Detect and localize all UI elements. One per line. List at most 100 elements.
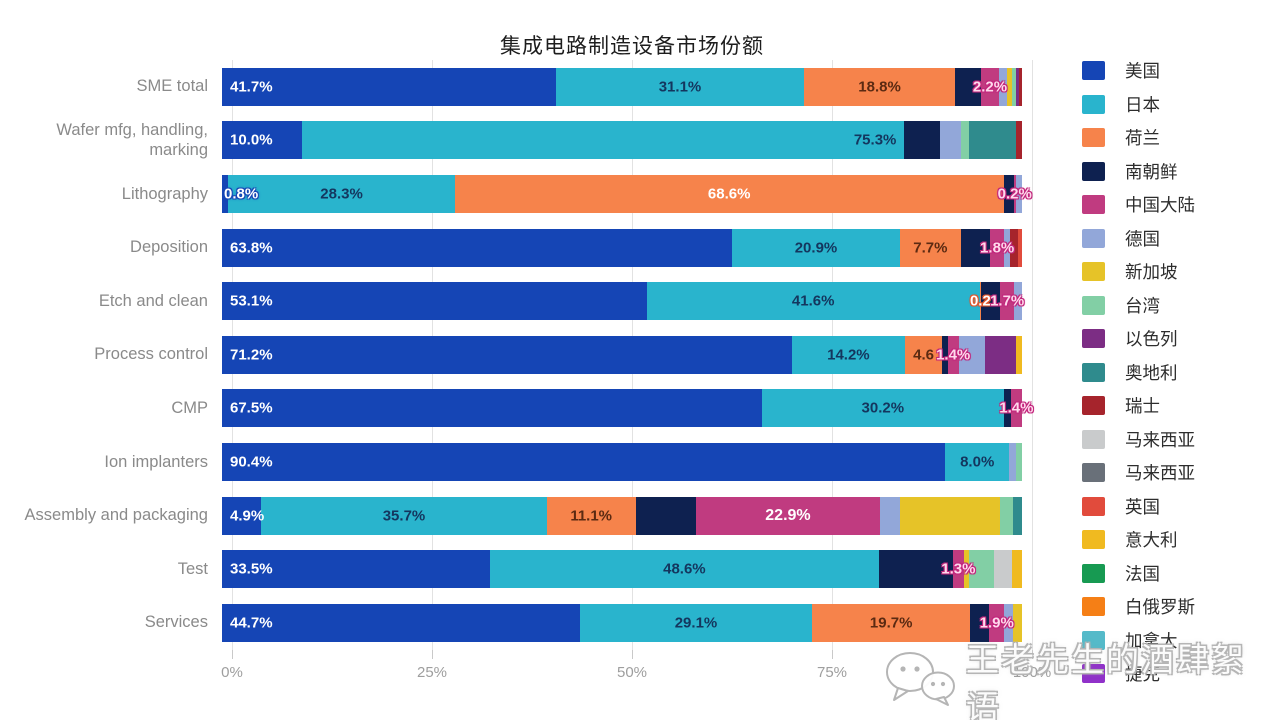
- legend-item-il: 以色列: [1082, 322, 1195, 356]
- x-tick-label: 50%: [616, 664, 648, 681]
- x-axis: 0% 25% 50% 75% 100%: [221, 650, 1051, 695]
- legend-item-ca: 加拿大: [1082, 624, 1195, 658]
- legend-label: 中国大陆: [1125, 195, 1195, 216]
- bar-segment-my1: [993, 550, 1012, 589]
- bar-segment-nl: 18.8%: [804, 67, 955, 106]
- segment-label: 1.8%: [980, 239, 1015, 257]
- segment-label: 2.2%: [972, 78, 1008, 96]
- bar-segment-cn: 1.8%: [980, 228, 1014, 267]
- bar-segment-jp: 41.6%: [646, 282, 980, 321]
- legend-item-uk: 英国: [1082, 490, 1195, 524]
- legend-item-cn: 中国大陆: [1082, 188, 1195, 222]
- bar-segment-us: 0.8%: [222, 174, 258, 213]
- bar-segment-nl: 0.2: [970, 282, 991, 321]
- legend-item-by: 白俄罗斯: [1082, 590, 1195, 624]
- legend-swatch-kr: [1082, 161, 1105, 181]
- bar-segment-kr: [1003, 389, 1011, 428]
- bar-segment-jp: 8.0%: [945, 442, 1010, 481]
- legend-label: 英国: [1125, 496, 1160, 517]
- category-label: Process control: [94, 345, 208, 364]
- legend-swatch-tw: [1082, 295, 1105, 315]
- bar-track: 53.1% 41.6% 0.2 1.7%: [222, 282, 1024, 321]
- bar-row: SME total 41.7% 31.1% 18.8% 2.2%: [0, 60, 1032, 114]
- bar-segment-de: [1004, 603, 1014, 642]
- segment-label: 71.2%: [230, 346, 273, 364]
- bar-row: Services 44.7% 29.1% 19.7% 1.9%: [0, 596, 1032, 650]
- legend-item-fr: 法国: [1082, 557, 1195, 591]
- segment-label: 41.7%: [230, 78, 273, 96]
- bar-segment-jp: 28.3%: [228, 174, 455, 213]
- bar-segment-de: [1015, 174, 1022, 213]
- legend-label: 新加坡: [1125, 262, 1178, 283]
- legend-swatch-nl: [1082, 128, 1105, 148]
- segment-label: 44.7%: [230, 614, 273, 632]
- bar-segment-us: 90.4%: [222, 442, 946, 481]
- bar-row: Test 33.5% 48.6% 1.3%: [0, 542, 1032, 596]
- bar-segment-il: [985, 335, 1016, 374]
- legend-swatch-by: [1082, 597, 1105, 617]
- bar-segment-at: [969, 121, 1017, 160]
- segment-label: 1.9%: [979, 614, 1014, 632]
- legend-item-jp: 日本: [1082, 88, 1195, 122]
- bar-segment-jp: 29.1%: [579, 603, 813, 642]
- bar-track: 63.8% 20.9% 7.7% 1.8%: [222, 228, 1022, 267]
- bar-segment-nl: 4.6: [905, 335, 942, 374]
- bar-segment-kr: [954, 67, 982, 106]
- bar-row: Ion implanters 90.4% 8.0%: [0, 435, 1032, 489]
- bar-segment-sg: [900, 496, 1000, 535]
- bar-track: 71.2% 14.2% 4.6 1.4%: [222, 335, 1022, 374]
- legend-label: 加拿大: [1125, 630, 1178, 651]
- legend-swatch-uk: [1082, 496, 1105, 516]
- legend-label: 荷兰: [1125, 128, 1160, 149]
- x-tick-label: 0%: [221, 664, 243, 681]
- bar-row: Process control 71.2% 14.2% 4.6 1.4%: [0, 328, 1032, 382]
- legend-item-my2: 马来西亚: [1082, 456, 1195, 490]
- category-label: Test: [177, 559, 208, 578]
- segment-label: 90.4%: [230, 453, 273, 471]
- bar-segment-us: 63.8%: [222, 228, 733, 267]
- bar-segment-de: [879, 496, 901, 535]
- bar-row: Assembly and packaging 4.9% 35.7% 11.1% 22.9…: [0, 489, 1032, 543]
- bar-segment-jp: 30.2%: [762, 389, 1004, 428]
- category-label: Ion implanters: [104, 452, 208, 471]
- bar-segment-it: [1011, 550, 1022, 589]
- segment-label: 0.2: [969, 292, 991, 310]
- legend-swatch-ca: [1082, 630, 1105, 650]
- bar-segment-kr: [961, 228, 990, 267]
- bar-segment-kr: [635, 496, 697, 535]
- segment-label: 20.9%: [794, 239, 838, 257]
- legend-item-it: 意大利: [1082, 523, 1195, 557]
- category-label: SME total: [136, 77, 208, 96]
- legend-label: 日本: [1125, 94, 1160, 115]
- bar-row: CMP 67.5% 30.2% 1.4%: [0, 382, 1033, 436]
- segment-label: 63.8%: [230, 239, 273, 257]
- legend-label: 美国: [1125, 61, 1160, 82]
- bar-track: 0.8% 28.3% 68.6% 0.2%: [222, 174, 1032, 213]
- bar-segment-cn: 1.4%: [936, 335, 970, 374]
- bar-segment-us: 41.7%: [222, 67, 556, 106]
- bar-segment-us: 53.1%: [222, 282, 647, 321]
- bar-segment-cn: 1.4%: [999, 389, 1033, 428]
- bar-segment-de: [939, 121, 962, 160]
- bar-segment-tw: [969, 550, 994, 589]
- page-title: 集成电路制造设备市场份额: [500, 35, 764, 58]
- bar-segment-de: [1004, 228, 1010, 267]
- bar-segment-us: 44.7%: [222, 603, 580, 642]
- segment-label: 4.6: [913, 346, 935, 364]
- bar-segment-jp: 14.2%: [791, 335, 906, 374]
- bar-segment-jp: 75.3%: [302, 121, 905, 160]
- bar-segment-cn: 0.2%: [998, 174, 1032, 213]
- segment-label: 1.3%: [941, 560, 976, 578]
- legend-item-kr: 南朝鲜: [1082, 155, 1195, 189]
- segment-label: 30.2%: [861, 399, 905, 417]
- bar-segment-jp: 35.7%: [261, 496, 547, 535]
- plot-area: SME total 41.7% 31.1% 18.8% 2.2% Wafer mfg, h…: [0, 60, 1033, 650]
- bar-segment-de: [998, 67, 1007, 106]
- bar-track: 67.5% 30.2% 1.4%: [222, 389, 1033, 428]
- bar-segment-nl: 11.1%: [546, 496, 636, 535]
- segment-label: 67.5%: [230, 399, 273, 417]
- legend-swatch-cz: [1082, 664, 1105, 684]
- legend-item-de: 德国: [1082, 222, 1195, 256]
- legend-item-my1: 马来西亚: [1082, 423, 1195, 457]
